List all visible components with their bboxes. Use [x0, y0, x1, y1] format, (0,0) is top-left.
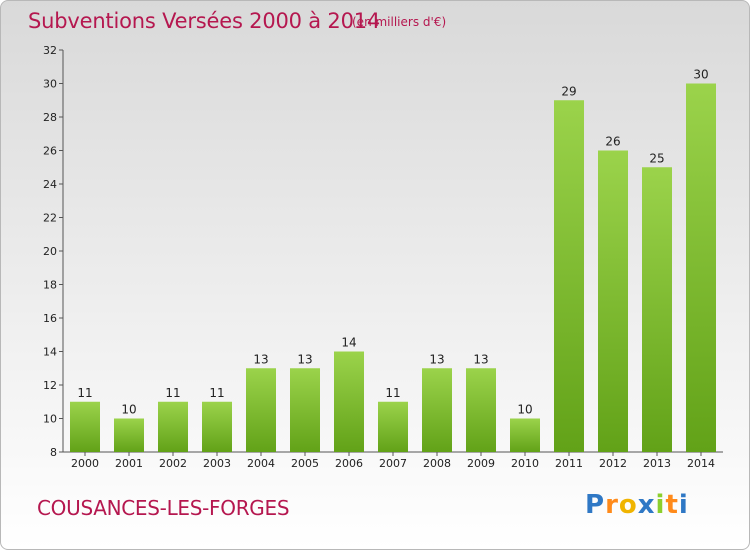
y-tick-label: 18: [43, 279, 57, 292]
bar-2007: [378, 401, 408, 452]
data-label: 11: [77, 386, 92, 400]
x-tick-label: 2007: [379, 457, 407, 470]
bar-2013: [642, 167, 672, 452]
x-tick-label: 2012: [599, 457, 627, 470]
data-label: 26: [605, 135, 620, 149]
bar-2014: [686, 83, 716, 452]
bar-2000: [70, 401, 100, 452]
x-tick-label: 2006: [335, 457, 363, 470]
y-tick-label: 16: [43, 312, 57, 325]
bar-2003: [202, 401, 232, 452]
y-tick-label: 8: [50, 446, 57, 459]
bar-2012: [598, 150, 628, 452]
data-label: 13: [297, 352, 312, 366]
data-label: 29: [561, 84, 576, 98]
y-tick-label: 32: [43, 44, 57, 57]
x-tick-label: 2009: [467, 457, 495, 470]
bar-2010: [510, 418, 540, 452]
x-tick-label: 2004: [247, 457, 275, 470]
bar-2009: [466, 368, 496, 452]
data-label: 10: [517, 403, 532, 417]
bar-2004: [246, 368, 276, 452]
data-label: 11: [165, 386, 180, 400]
y-tick-label: 10: [43, 413, 57, 426]
y-tick-label: 28: [43, 111, 57, 124]
bar-2006: [334, 351, 364, 452]
y-tick-label: 30: [43, 78, 57, 91]
bar-2005: [290, 368, 320, 452]
x-tick-label: 2001: [115, 457, 143, 470]
chart-units: (en milliers d'€): [352, 15, 447, 29]
data-label: 10: [121, 403, 136, 417]
bar-2011: [554, 100, 584, 452]
y-tick-label: 26: [43, 145, 57, 158]
x-tick-label: 2003: [203, 457, 231, 470]
y-tick-label: 12: [43, 379, 57, 392]
proxiti-logo: Proxiti: [585, 490, 689, 520]
data-label: 30: [693, 68, 708, 82]
data-label: 13: [429, 352, 444, 366]
data-label: 14: [341, 336, 356, 350]
x-tick-label: 2010: [511, 457, 539, 470]
y-tick-label: 14: [43, 346, 57, 359]
y-tick-label: 22: [43, 212, 57, 225]
x-tick-label: 2014: [687, 457, 715, 470]
commune-name: COUSANCES-LES-FORGES: [37, 496, 290, 520]
data-label: 25: [649, 151, 664, 165]
x-tick-label: 2013: [643, 457, 671, 470]
x-tick-label: 2005: [291, 457, 319, 470]
x-tick-label: 2000: [71, 457, 99, 470]
data-label: 11: [385, 386, 400, 400]
y-tick-label: 24: [43, 178, 57, 191]
x-tick-label: 2002: [159, 457, 187, 470]
x-tick-label: 2011: [555, 457, 583, 470]
bar-2002: [158, 401, 188, 452]
bar-2008: [422, 368, 452, 452]
x-tick-label: 2008: [423, 457, 451, 470]
y-tick-label: 20: [43, 245, 57, 258]
data-label: 13: [253, 352, 268, 366]
data-label: 13: [473, 352, 488, 366]
bar-2001: [114, 418, 144, 452]
data-label: 11: [209, 386, 224, 400]
chart-title: Subventions Versées 2000 à 2014: [28, 9, 381, 33]
